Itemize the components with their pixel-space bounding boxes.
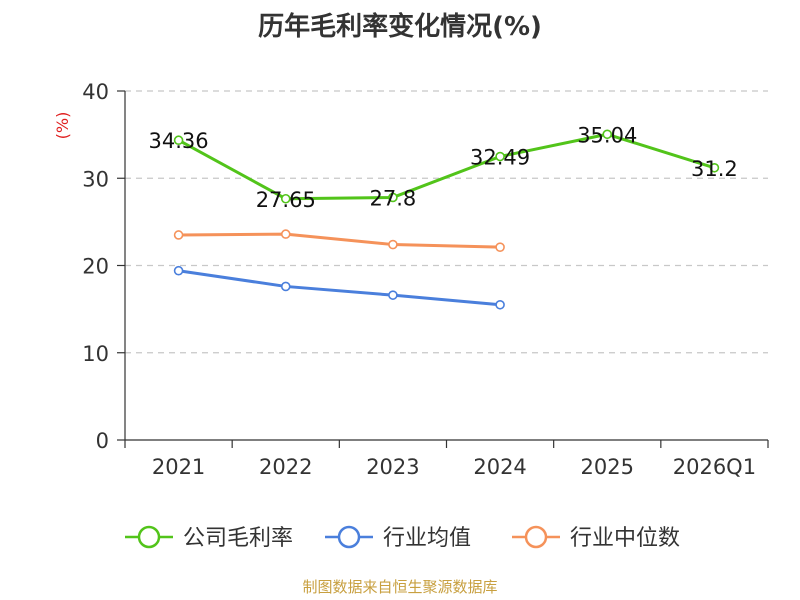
legend-label: 行业均值 <box>383 526 471 551</box>
y-axis-label: (%) <box>53 112 72 140</box>
x-tick-label: 2023 <box>366 455 419 479</box>
data-point <box>388 239 398 250</box>
y-tick-label: 20 <box>82 255 109 279</box>
x-tick-label: 2025 <box>581 455 634 479</box>
legend-label: 行业中位数 <box>570 526 680 551</box>
series-line <box>178 232 501 249</box>
data-point <box>173 265 184 276</box>
data-label: 31.2 <box>691 157 738 181</box>
data-point <box>280 193 291 204</box>
data-label: 27.65 <box>256 188 316 212</box>
axes: 0 10 20 30 40 2021 2022 2023 2024 2025 2026Q1 (%) <box>53 80 769 479</box>
chart-title: 历年毛利率变化情况(%) <box>258 12 542 42</box>
data-point <box>280 229 291 239</box>
series-line <box>178 269 501 307</box>
y-tick-label: 10 <box>82 342 109 366</box>
y-tick-label: 40 <box>82 80 109 104</box>
data-point <box>709 162 720 173</box>
source-note: 制图数据来自恒生聚源数据库 <box>302 578 498 596</box>
x-tick-label: 2024 <box>473 455 526 479</box>
legend: 公司毛利率 行业均值 行业中位数 <box>125 525 680 551</box>
data-point <box>173 135 184 146</box>
legend-marker <box>524 525 548 549</box>
x-tick-label: 2022 <box>259 455 312 479</box>
data-label: 32.49 <box>470 146 530 170</box>
data-point <box>495 299 505 310</box>
data-point <box>388 290 398 300</box>
data-label: 34.36 <box>149 129 209 153</box>
data-point <box>280 281 291 292</box>
series-line <box>177 132 715 201</box>
data-point <box>602 129 613 140</box>
data-label: 27.8 <box>370 186 417 210</box>
x-tick-label: 2021 <box>152 455 205 479</box>
data-labels: 34.36 27.65 27.8 32.49 35.04 31.2 <box>149 123 738 211</box>
legend-marker <box>337 525 361 549</box>
data-point <box>173 230 184 240</box>
x-tick-label: 2026Q1 <box>673 455 756 479</box>
data-point <box>388 192 398 203</box>
legend-marker <box>137 525 161 549</box>
legend-label: 公司毛利率 <box>183 526 293 551</box>
data-point <box>495 242 505 252</box>
data-point <box>495 151 505 162</box>
data-label: 35.04 <box>577 123 637 147</box>
series-lines <box>173 129 720 310</box>
y-tick-label: 0 <box>96 429 109 453</box>
y-tick-label: 30 <box>82 167 109 191</box>
grid-lines <box>125 90 768 354</box>
